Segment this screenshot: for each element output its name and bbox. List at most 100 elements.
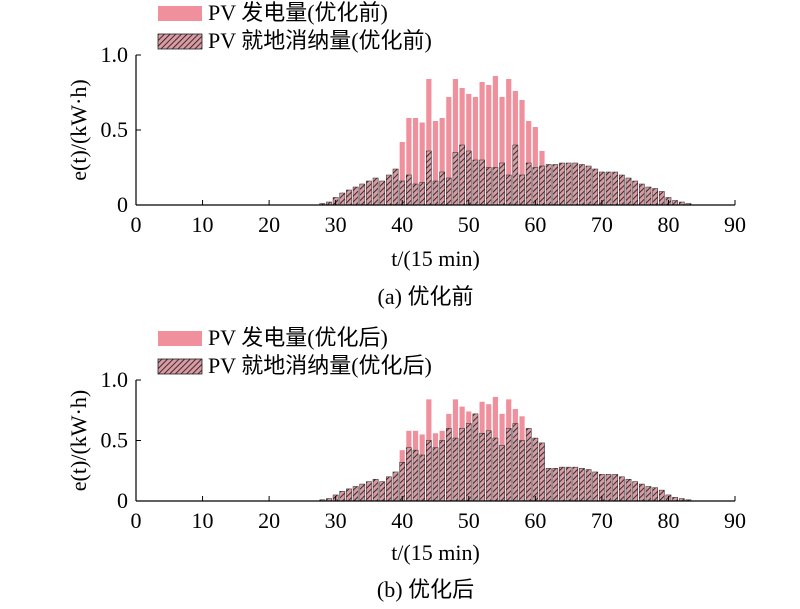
series-pv-local-consumption [319, 144, 692, 206]
bar-pv-local-consumption [472, 159, 479, 206]
bar-pv-generation [486, 85, 492, 205]
bar-pv-local-consumption [359, 483, 366, 502]
panel-caption: (b) 优化后 [377, 577, 474, 602]
bar-pv-local-consumption [399, 462, 406, 502]
x-tick-label: 50 [458, 212, 480, 237]
panel-a: 0 10 20 30 40 50 60 70 80 90 0 0.5 1.0 t/(15 min) e(t)… [66, 0, 746, 309]
bar-pv-local-consumption [392, 168, 399, 206]
bar-pv-local-consumption [625, 177, 632, 206]
x-tick-label: 60 [524, 212, 546, 237]
bar-pv-local-consumption [592, 471, 599, 502]
bar-pv-generation [432, 121, 439, 205]
bar-pv-local-consumption [512, 423, 519, 502]
bar-pv-local-consumption [559, 162, 565, 206]
bar-pv-local-consumption [379, 481, 386, 502]
bar-pv-local-consumption [372, 478, 379, 502]
bar-pv-local-consumption [479, 432, 485, 502]
bar-pv-generation [466, 94, 472, 205]
bar-pv-generation [472, 97, 479, 205]
x-tick-label: 40 [391, 508, 413, 533]
bar-pv-local-consumption [379, 180, 386, 206]
x-tick-label: 80 [657, 212, 679, 237]
bar-pv-local-consumption [565, 162, 572, 206]
bar-pv-local-consumption [672, 200, 678, 206]
bar-pv-local-consumption [552, 468, 559, 502]
bar-pv-local-consumption [452, 437, 459, 502]
legend: PV 发电量(优化后) PV 就地消纳量(优化后) [157, 325, 432, 378]
bar-pv-local-consumption [658, 191, 665, 206]
bar-pv-local-consumption [439, 171, 445, 206]
bar-pv-local-consumption [539, 442, 545, 502]
bar-pv-local-consumption [352, 486, 359, 502]
bar-pv-local-consumption [519, 174, 525, 206]
bar-pv-local-consumption [572, 162, 579, 206]
x-tick-label: 30 [325, 212, 347, 237]
bar-pv-local-consumption [652, 188, 658, 206]
bar-pv-generation [446, 97, 452, 205]
bar-pv-generation [412, 118, 419, 205]
x-tick-label: 0 [131, 212, 142, 237]
x-tick-label: 70 [591, 508, 613, 533]
y-axis-label: e(t)/(kW·h) [66, 390, 91, 491]
legend-swatch-pv-local-consumption [157, 358, 203, 375]
bar-pv-local-consumption [372, 177, 379, 206]
bar-pv-local-consumption [459, 428, 465, 502]
bar-pv-local-consumption [492, 167, 499, 206]
bar-pv-local-consumption [426, 150, 432, 206]
bar-pv-local-consumption [579, 164, 585, 206]
bar-pv-local-consumption [658, 489, 665, 502]
bar-pv-local-consumption [638, 483, 645, 502]
bar-pv-local-consumption [525, 162, 532, 206]
bar-pv-local-consumption [346, 488, 352, 502]
bar-pv-local-consumption [552, 164, 559, 206]
axes: 0 10 20 30 40 50 60 70 80 90 0 0.5 1.0 [101, 42, 747, 237]
bar-pv-local-consumption [459, 144, 465, 206]
bar-pv-generation [426, 79, 432, 205]
bar-pv-local-consumption [426, 440, 432, 502]
bar-pv-local-consumption [499, 445, 505, 502]
bar-pv-local-consumption [572, 466, 579, 502]
bar-pv-generation [439, 118, 445, 205]
y-tick-label: 0.5 [101, 117, 129, 142]
bar-pv-generation [532, 127, 538, 205]
bar-pv-local-consumption [419, 454, 426, 502]
bar-pv-local-consumption [432, 447, 439, 502]
bar-pv-local-consumption [505, 428, 512, 502]
y-tick-label: 0.5 [101, 428, 129, 453]
x-tick-label: 0 [131, 508, 142, 533]
x-tick-label: 90 [724, 508, 746, 533]
x-tick-label: 50 [458, 508, 480, 533]
bar-pv-local-consumption [412, 183, 419, 206]
x-tick-label: 10 [192, 212, 214, 237]
bar-pv-local-consumption [485, 430, 492, 502]
x-tick-label: 20 [258, 508, 280, 533]
bar-pv-local-consumption [559, 466, 565, 502]
bar-pv-generation [479, 82, 485, 205]
bar-pv-local-consumption [412, 449, 419, 502]
x-tick-label: 60 [524, 508, 546, 533]
bar-pv-local-consumption [612, 474, 619, 502]
bar-pv-local-consumption [638, 183, 645, 206]
bar-pv-local-consumption [485, 167, 492, 206]
legend-label-pv-generation: PV 发电量(优化后) [208, 325, 388, 350]
bar-pv-local-consumption [492, 437, 499, 502]
bar-pv-local-consumption [605, 474, 612, 502]
panel-caption: (a) 优化前 [378, 284, 474, 309]
bar-pv-local-consumption [632, 180, 639, 206]
bar-pv-local-consumption [565, 466, 572, 502]
bar-pv-local-consumption [645, 486, 652, 502]
x-axis-label: t/(15 min) [391, 246, 480, 271]
y-tick-label: 0 [117, 192, 128, 217]
x-axis-label: t/(15 min) [391, 540, 480, 565]
bar-pv-local-consumption [352, 186, 359, 206]
y-tick-label: 0 [117, 488, 128, 513]
bar-pv-local-consumption [625, 478, 632, 502]
bar-pv-local-consumption [339, 192, 346, 206]
legend-label-pv-generation: PV 发电量(优化前) [208, 0, 388, 25]
bar-pv-local-consumption [579, 468, 585, 502]
bar-pv-generation [452, 79, 459, 205]
bar-pv-local-consumption [465, 150, 472, 206]
bar-pv-local-consumption [445, 177, 452, 206]
x-tick-label: 70 [591, 212, 613, 237]
